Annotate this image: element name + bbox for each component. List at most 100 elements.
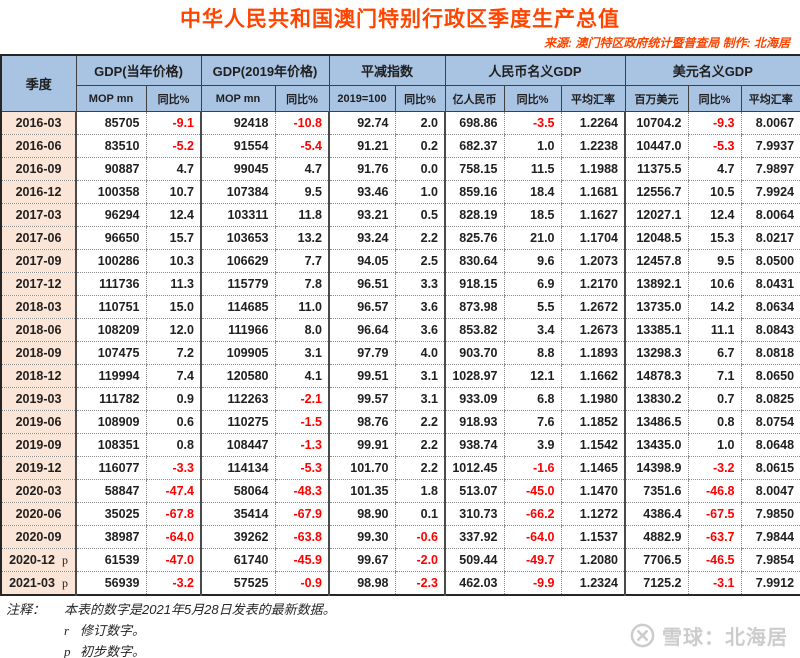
revised-symbol: r xyxy=(64,623,70,638)
value-cell: 1028.97 xyxy=(444,364,505,388)
value-cell: 1.2170 xyxy=(560,272,626,296)
value-cell: 12.4 xyxy=(145,203,201,227)
group-header-gdp-2019-price: GDP(2019年价格) xyxy=(200,54,330,86)
value-cell: 3.3 xyxy=(394,272,446,296)
value-cell: 13435.0 xyxy=(624,433,689,457)
quarter-cell: 2017-09 xyxy=(1,249,77,273)
value-cell: 1.1627 xyxy=(560,203,626,227)
value-cell: -1.6 xyxy=(503,456,562,480)
value-cell: 3.4 xyxy=(503,318,562,342)
value-cell: 310.73 xyxy=(444,502,505,526)
value-cell: 8.0 xyxy=(274,318,329,342)
table-row: 2017-12 111736 11.3 115779 7.8 96.51 3.3 918.15… xyxy=(1,272,800,296)
value-cell: 101.70 xyxy=(328,456,395,480)
value-cell: 3.1 xyxy=(394,364,446,388)
value-cell: 4.7 xyxy=(274,157,329,181)
value-cell: 7.9937 xyxy=(740,134,800,158)
table-row: 2018-03 110751 15.0 114685 11.0 96.57 3.6 873.9… xyxy=(1,295,800,319)
value-cell: 11.3 xyxy=(145,272,201,296)
value-cell: 1.1893 xyxy=(560,341,626,365)
value-cell: 8.0431 xyxy=(740,272,800,296)
value-cell: 98.90 xyxy=(328,502,395,526)
value-cell: -67.5 xyxy=(687,502,742,526)
value-cell: 8.0818 xyxy=(740,341,800,365)
value-cell: -47.0 xyxy=(145,548,201,572)
value-cell: -3.2 xyxy=(687,456,742,480)
value-cell: 92418 xyxy=(200,111,275,135)
value-cell: 111782 xyxy=(75,387,146,411)
sub-header-cell: 平均汇率 xyxy=(560,85,626,112)
notes-section: 注释： 本表的数字是2021年5月28日发表的最新数据。 r 修订数字。 p 初步数字… xyxy=(0,599,800,658)
value-cell: 682.37 xyxy=(444,134,505,158)
value-cell: 1012.45 xyxy=(444,456,505,480)
value-cell: 4.1 xyxy=(274,364,329,388)
value-cell: 1.1537 xyxy=(560,525,626,549)
table-row: 2021-03 p 56939 -3.2 57525 -0.9 98.98 -2.3 462.0… xyxy=(1,571,800,596)
value-cell: 12027.1 xyxy=(624,203,689,227)
value-cell: 61539 xyxy=(75,548,146,572)
value-cell: -47.4 xyxy=(145,479,201,503)
value-cell: 918.15 xyxy=(444,272,505,296)
value-cell: 21.0 xyxy=(503,226,562,250)
value-cell: 8.0615 xyxy=(740,456,800,480)
value-cell: 93.21 xyxy=(328,203,395,227)
value-cell: 1.1704 xyxy=(560,226,626,250)
value-cell: 1.1980 xyxy=(560,387,626,411)
value-cell: 108447 xyxy=(200,433,275,457)
value-cell: 4.0 xyxy=(394,341,446,365)
value-cell: 91.76 xyxy=(328,157,395,181)
table-row: 2020-03 58847 -47.4 58064 -48.3 101.35 1.8 513.… xyxy=(1,479,800,503)
value-cell: 12048.5 xyxy=(624,226,689,250)
table-row: 2019-06 108909 0.6 110275 -1.5 98.76 2.2 918.93… xyxy=(1,410,800,434)
value-cell: 1.2672 xyxy=(560,295,626,319)
value-cell: 2.0 xyxy=(394,111,446,135)
sub-header-cell: 同比% xyxy=(687,85,742,112)
value-cell: 13298.3 xyxy=(624,341,689,365)
value-cell: 2.2 xyxy=(394,226,446,250)
table-row: 2017-06 96650 15.7 103653 13.2 93.24 2.2 825.76… xyxy=(1,226,800,250)
value-cell: 1.1470 xyxy=(560,479,626,503)
value-cell: 7351.6 xyxy=(624,479,689,503)
value-cell: -2.1 xyxy=(274,387,329,411)
value-cell: 120580 xyxy=(200,364,275,388)
table-row: 2017-09 100286 10.3 106629 7.7 94.05 2.5 830.64… xyxy=(1,249,800,273)
value-cell: 2.2 xyxy=(394,410,446,434)
value-cell: 98.98 xyxy=(328,571,395,596)
value-cell: 1.2673 xyxy=(560,318,626,342)
table-row: 2016-03 85705 -9.1 92418 -10.8 92.74 2.0 698.86… xyxy=(1,111,800,135)
value-cell: 509.44 xyxy=(444,548,505,572)
quarter-cell: 2020-06 xyxy=(1,502,77,526)
quarter-column-header: 季度 xyxy=(0,54,77,112)
value-cell: 3.1 xyxy=(394,387,446,411)
value-cell: 96.64 xyxy=(328,318,395,342)
sub-header-cell: 平均汇率 xyxy=(740,85,800,112)
value-cell: 11375.5 xyxy=(624,157,689,181)
value-cell: -3.3 xyxy=(145,456,201,480)
quarter-cell: 2021-03 p xyxy=(1,571,77,596)
value-cell: 0.8 xyxy=(687,410,742,434)
value-cell: -67.8 xyxy=(145,502,201,526)
value-cell: 115779 xyxy=(200,272,275,296)
value-cell: 13830.2 xyxy=(624,387,689,411)
value-cell: -10.8 xyxy=(274,111,329,135)
sub-header-cell: 同比% xyxy=(145,85,202,112)
value-cell: -49.7 xyxy=(503,548,562,572)
value-cell: 10447.0 xyxy=(624,134,689,158)
value-cell: 107384 xyxy=(200,180,275,204)
value-cell: 12.4 xyxy=(687,203,742,227)
value-cell: 111966 xyxy=(200,318,275,342)
value-cell: -0.9 xyxy=(274,571,329,596)
value-cell: 3.6 xyxy=(394,318,446,342)
value-cell: 13735.0 xyxy=(624,295,689,319)
value-cell: 57525 xyxy=(200,571,275,596)
value-cell: 7.9850 xyxy=(740,502,800,526)
value-cell: 7.4 xyxy=(145,364,201,388)
value-cell: 93.24 xyxy=(328,226,395,250)
value-cell: -5.3 xyxy=(687,134,742,158)
value-cell: 100358 xyxy=(75,180,146,204)
value-cell: 8.0754 xyxy=(740,410,800,434)
value-cell: 1.2238 xyxy=(560,134,626,158)
table-row: 2016-09 90887 4.7 99045 4.7 91.76 0.0 758.15 11.… xyxy=(1,157,800,181)
quarter-cell: 2016-12 xyxy=(1,180,77,204)
